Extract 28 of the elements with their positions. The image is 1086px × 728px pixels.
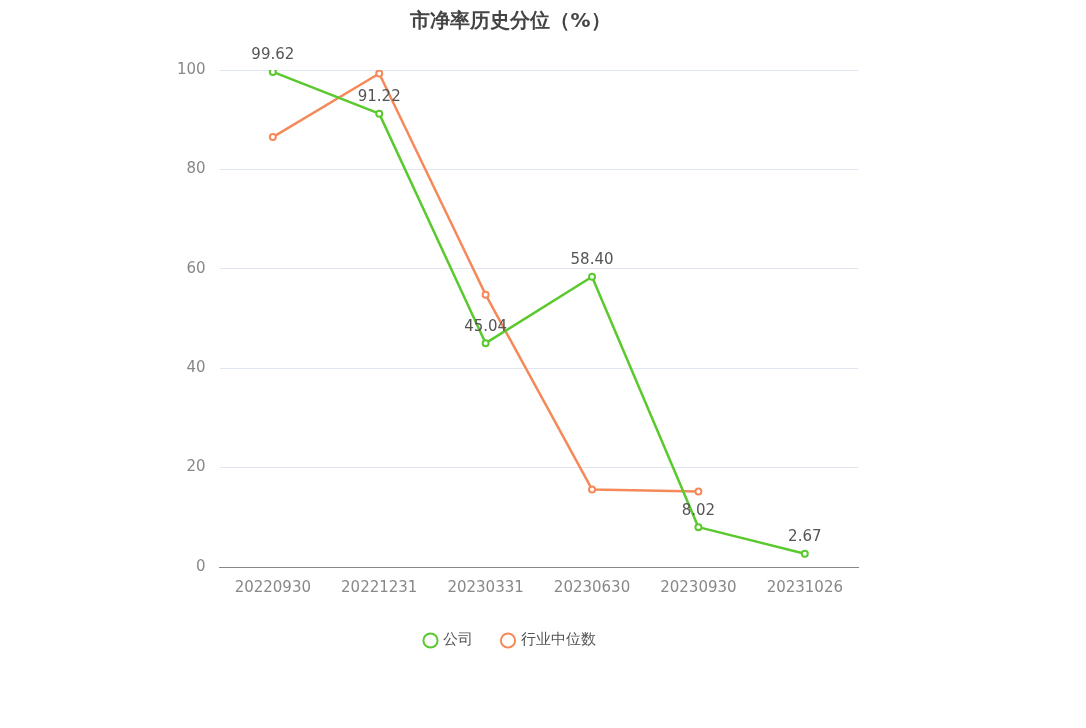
y-tick-label: 80 <box>186 159 206 178</box>
legend-label: 公司 <box>443 630 473 649</box>
data-label: 2.67 <box>788 527 822 546</box>
point <box>481 290 490 299</box>
point <box>481 339 490 348</box>
x-tick-label: 20220930 <box>234 577 312 596</box>
chart-title: 市净率历史分位（%） <box>409 8 611 33</box>
x-tick-label: 20231026 <box>766 577 843 596</box>
point <box>800 549 809 558</box>
point <box>588 485 597 494</box>
y-tick-label: 0 <box>196 556 206 575</box>
y-tick-label: 40 <box>186 358 206 377</box>
point <box>588 272 597 281</box>
point <box>375 109 384 118</box>
x-tick-label: 20230331 <box>447 577 524 596</box>
x-tick-label: 20221231 <box>341 577 418 596</box>
point <box>694 487 703 496</box>
x-tick-label: 20230630 <box>553 577 631 596</box>
y-tick-label: 20 <box>186 457 206 476</box>
data-label: 99.62 <box>251 45 295 64</box>
point <box>375 70 384 78</box>
legend-label: 行业中位数 <box>520 630 596 649</box>
y-tick-label: 100 <box>176 59 206 78</box>
point <box>694 523 703 532</box>
point <box>268 133 277 142</box>
data-label: 58.40 <box>570 250 614 269</box>
x-tick-label: 20230930 <box>660 577 737 596</box>
y-tick-label: 60 <box>186 258 206 277</box>
